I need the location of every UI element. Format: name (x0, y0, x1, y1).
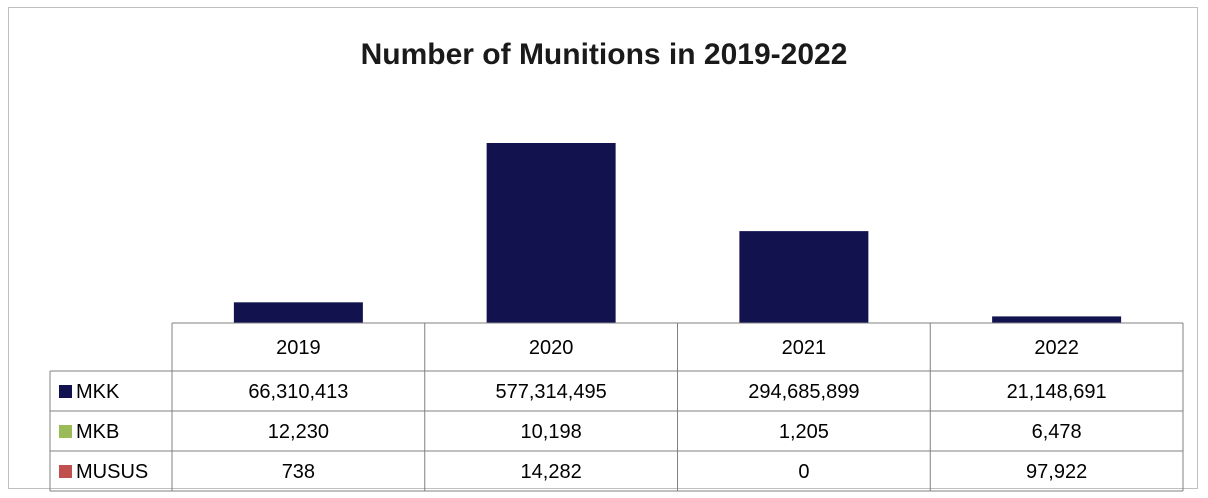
value-mkk-2021: 294,685,899 (748, 381, 859, 403)
category-label-2022: 2022 (1034, 337, 1079, 359)
category-label-2019: 2019 (276, 337, 321, 359)
bar-mkk-2022 (992, 316, 1122, 323)
series-label-mkb: MKB (76, 421, 119, 443)
value-mkk-2020: 577,314,495 (496, 381, 607, 403)
category-label-2021: 2021 (782, 337, 827, 359)
value-mkb-2020: 10,198 (521, 421, 582, 443)
value-musus-2019: 738 (282, 461, 315, 483)
value-mkk-2019: 66,310,413 (248, 381, 348, 403)
value-mkk-2022: 21,148,691 (1007, 381, 1107, 403)
bar-mkk-2020 (486, 143, 616, 323)
legend-swatch-mkb (59, 425, 72, 438)
bar-mkk-2019 (233, 302, 363, 323)
legend-swatch-mkk (59, 385, 72, 398)
value-mkb-2022: 6,478 (1032, 421, 1082, 443)
category-label-2020: 2020 (529, 337, 574, 359)
value-musus-2021: 0 (798, 461, 809, 483)
series-label-mkk: MKK (76, 381, 120, 403)
chart-title: Number of Munitions in 2019-2022 (360, 38, 848, 71)
series-label-musus: MUSUS (76, 461, 148, 483)
legend-swatch-musus (59, 465, 72, 478)
value-mkb-2021: 1,205 (779, 421, 829, 443)
value-musus-2022: 97,922 (1026, 461, 1087, 483)
bar-mkk-2021 (739, 231, 869, 323)
value-mkb-2019: 12,230 (268, 421, 329, 443)
value-musus-2020: 14,282 (521, 461, 582, 483)
